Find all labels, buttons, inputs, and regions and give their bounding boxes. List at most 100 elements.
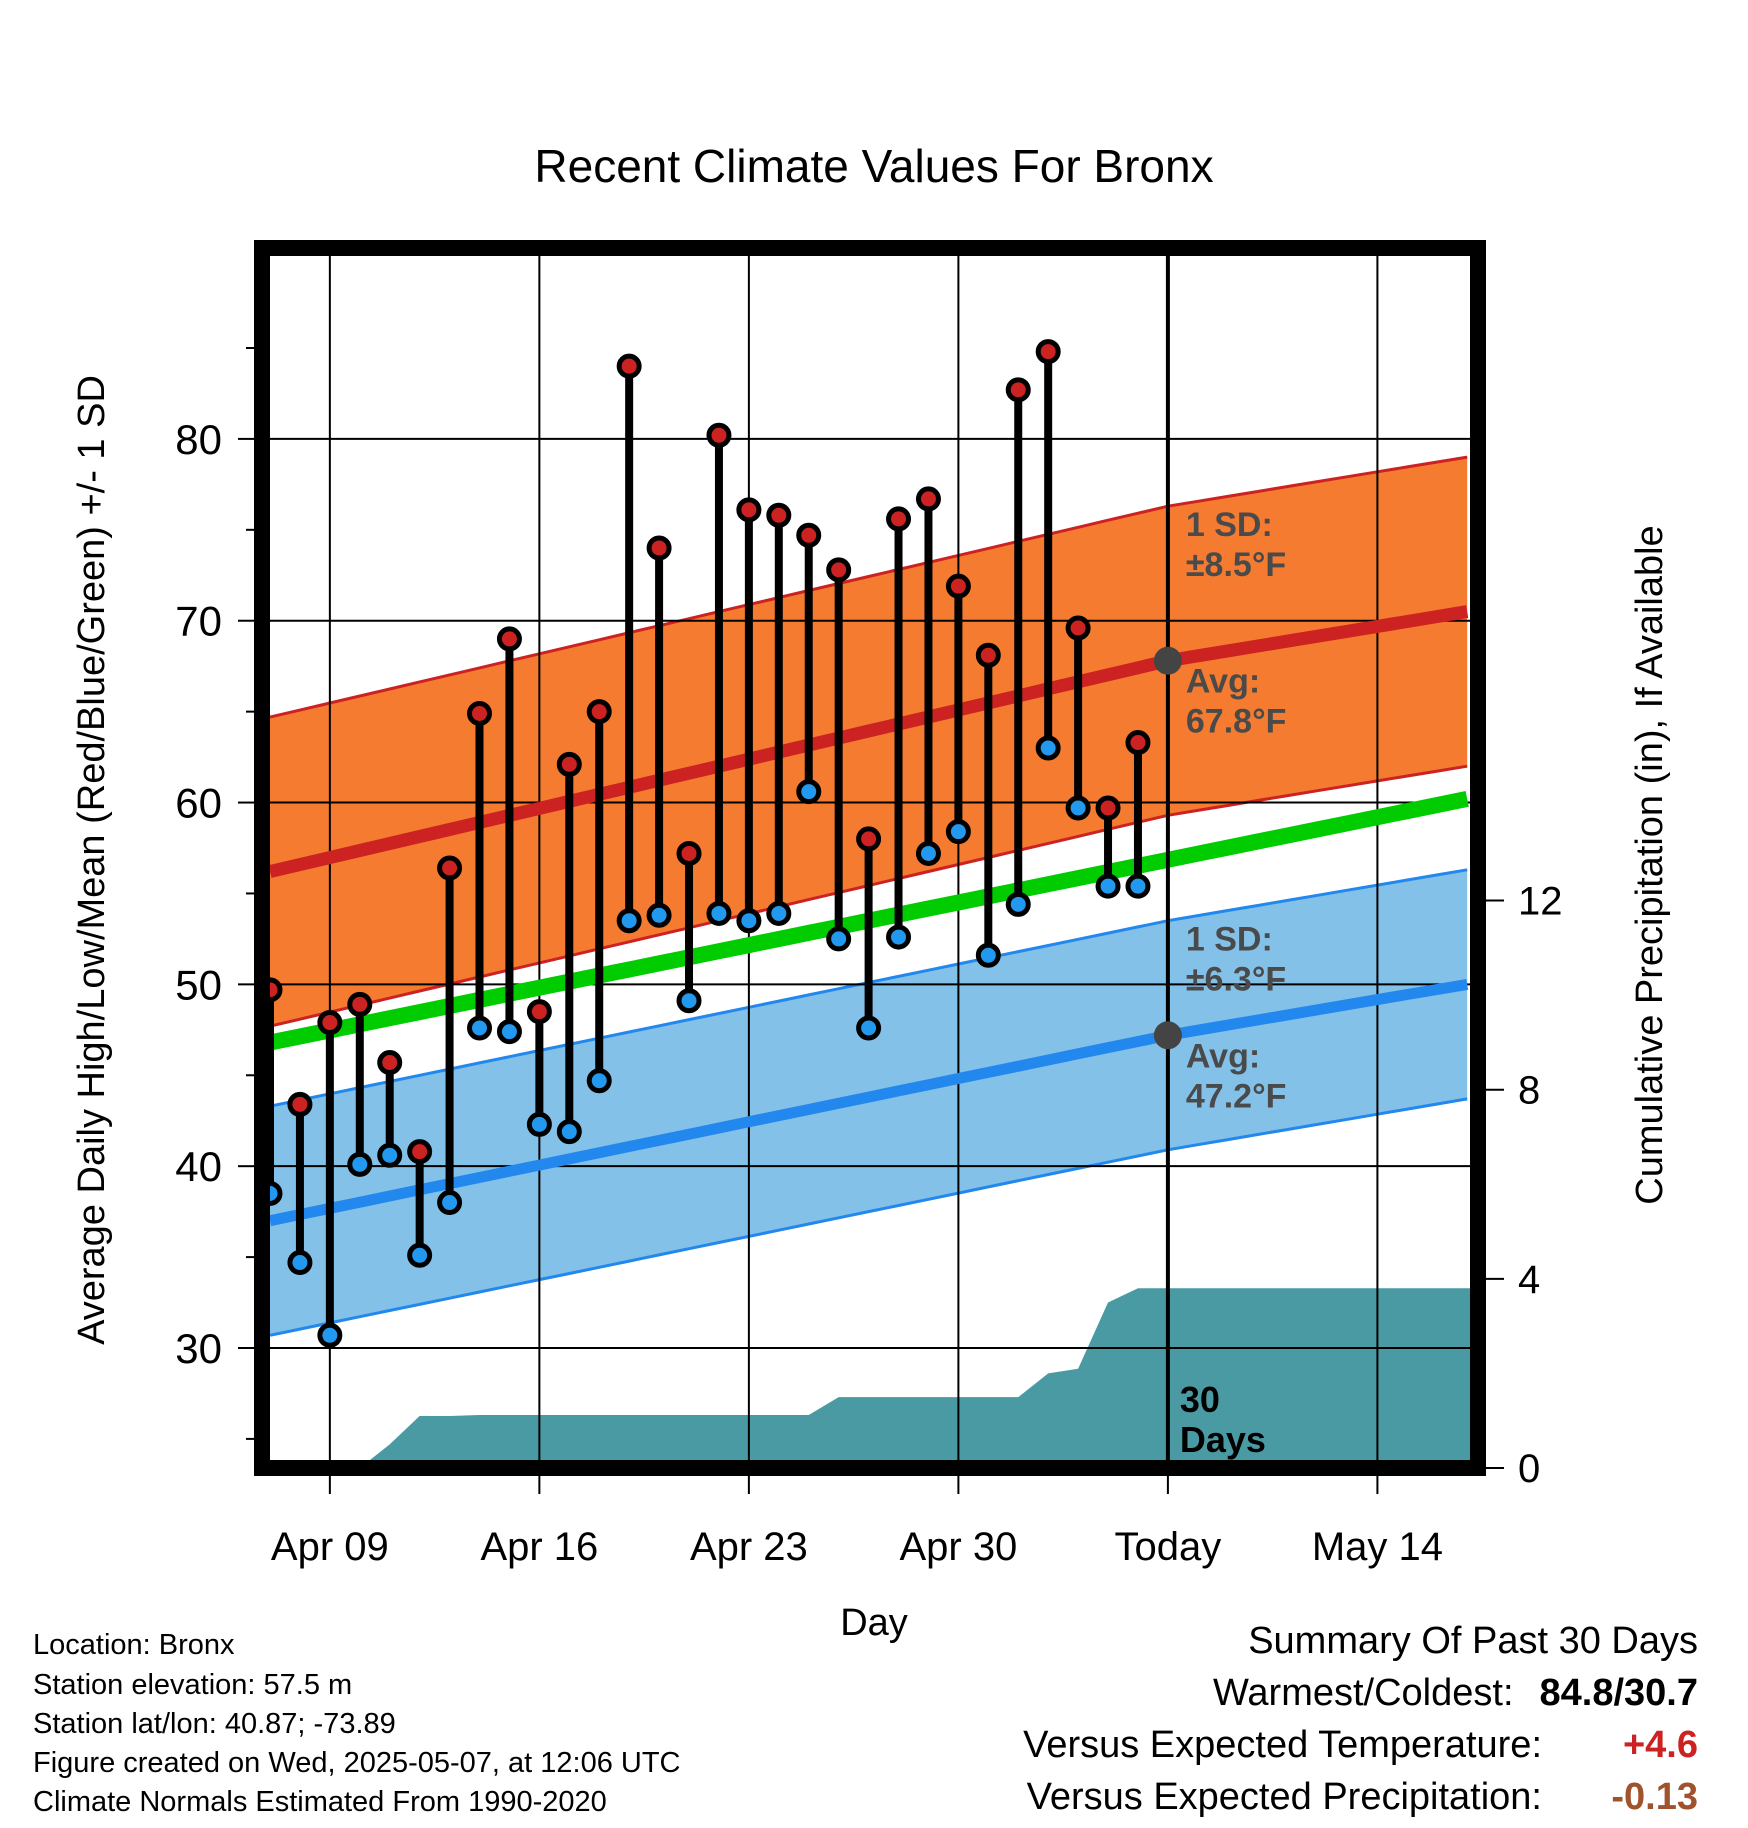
summary-warmest: Warmest/Coldest: 84.8/30.7 [1213,1672,1698,1715]
x-tick-label: Today [1115,1525,1222,1569]
y-tick-label: 60 [175,780,222,827]
x-tick-label: Apr 16 [480,1525,598,1569]
high-point [886,506,912,532]
low-point [706,900,732,926]
x-tick-label: Apr 30 [899,1525,1017,1569]
chart-title: Recent Climate Values For Bronx [534,140,1213,192]
low-point [437,1190,463,1216]
high-point [676,840,702,866]
low-point [526,1111,552,1137]
y-axis-label: Average Daily High/Low/Mean (Red/Blue/Gr… [71,375,113,1345]
y2-tick-label: 8 [1518,1069,1540,1113]
low-sd-lower-line [269,1097,1468,1337]
low-avg-annotation: 47.2°F [1186,1077,1287,1115]
low-point [287,1250,313,1276]
low-point [467,1015,493,1041]
high-avg-annotation: 67.8°F [1186,703,1287,741]
window-annotation: Days [1180,1419,1266,1460]
low-point [347,1151,373,1177]
low-point [1035,735,1061,761]
low-point [1095,873,1121,899]
high-point [407,1139,433,1165]
high-point [377,1050,403,1076]
high-point [856,826,882,852]
low-point [586,1068,612,1094]
low-point [736,908,762,934]
y-tick-label: 80 [175,416,222,463]
low-point [1125,873,1151,899]
high-point [646,535,672,561]
low-point [886,924,912,950]
high-point [1005,377,1031,403]
low-point [766,900,792,926]
high-point [766,502,792,528]
warmest-value: 84.8/30.7 [1539,1672,1698,1714]
latlon-text: Station lat/lon: 40.87; -73.89 [33,1708,396,1740]
high-point [496,626,522,652]
summary-title: Summary Of Past 30 Days [1248,1620,1698,1662]
precip-value: -0.13 [1611,1776,1698,1818]
low-point [676,988,702,1014]
high-point [915,486,941,512]
location-text: Location: Bronx [33,1629,235,1661]
low-point [1065,795,1091,821]
low-point [496,1019,522,1045]
low-point [1005,891,1031,917]
y-tick-label: 50 [175,961,222,1008]
plot-frame [254,240,1486,1476]
high-point [556,751,582,777]
elevation-text: Station elevation: 57.5 m [33,1669,353,1701]
low-point [975,942,1001,968]
low-point [317,1322,343,1348]
low-point [616,908,642,934]
low-point [856,1015,882,1041]
high-point [526,999,552,1025]
plot-inner [262,248,1478,1468]
high-sd-annotation: 1 SD: [1186,506,1273,544]
high-avg-today-marker [1153,646,1182,675]
high-point [467,700,493,726]
x-tick-label: May 14 [1312,1525,1443,1569]
high-point [1065,615,1091,641]
high-point [975,642,1001,668]
low-point [796,779,822,805]
low-point [646,902,672,928]
high-point [945,573,971,599]
low-point [915,840,941,866]
summary-precip: Versus Expected Precipitation: -0.13 [1027,1776,1698,1819]
x-tick-label: Apr 09 [271,1525,389,1569]
x-tick-label: Apr 23 [690,1525,808,1569]
high-avg-annotation: Avg: [1186,663,1260,701]
y-tick-label: 30 [175,1325,222,1372]
precip-area [270,1288,1478,1468]
high-point [796,522,822,548]
low-avg-today-marker [1153,1021,1182,1050]
y2-tick-label: 0 [1518,1447,1540,1491]
window-annotation: 30 [1180,1379,1220,1420]
temp-label: Versus Expected Temperature: [1023,1724,1542,1766]
y2-axis-label: Cumulative Precipitation (in), If Availa… [1629,525,1671,1204]
high-point [826,557,852,583]
y2-tick-label: 4 [1518,1258,1540,1302]
high-point [616,353,642,379]
x-axis-label: Day [840,1602,908,1644]
high-point [586,699,612,725]
low-point [826,926,852,952]
high-point [1035,339,1061,365]
y-tick-label: 70 [175,598,222,645]
high-point [437,855,463,881]
low-point [945,819,971,845]
created-text: Figure created on Wed, 2025-05-07, at 12… [33,1747,681,1779]
y2-tick-label: 12 [1518,880,1563,924]
low-avg-line [268,978,1469,1227]
low-sd-annotation: 1 SD: [1186,921,1273,959]
low-point [407,1242,433,1268]
high-avg-line [268,605,1469,878]
warmest-label: Warmest/Coldest: [1212,1672,1514,1714]
high-point [347,991,373,1017]
high-point [736,497,762,523]
high-point [706,422,732,448]
low-point [377,1142,403,1168]
